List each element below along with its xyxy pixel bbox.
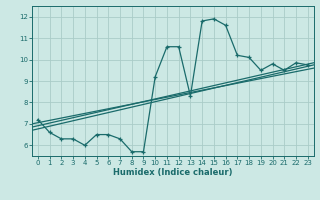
X-axis label: Humidex (Indice chaleur): Humidex (Indice chaleur): [113, 168, 233, 177]
